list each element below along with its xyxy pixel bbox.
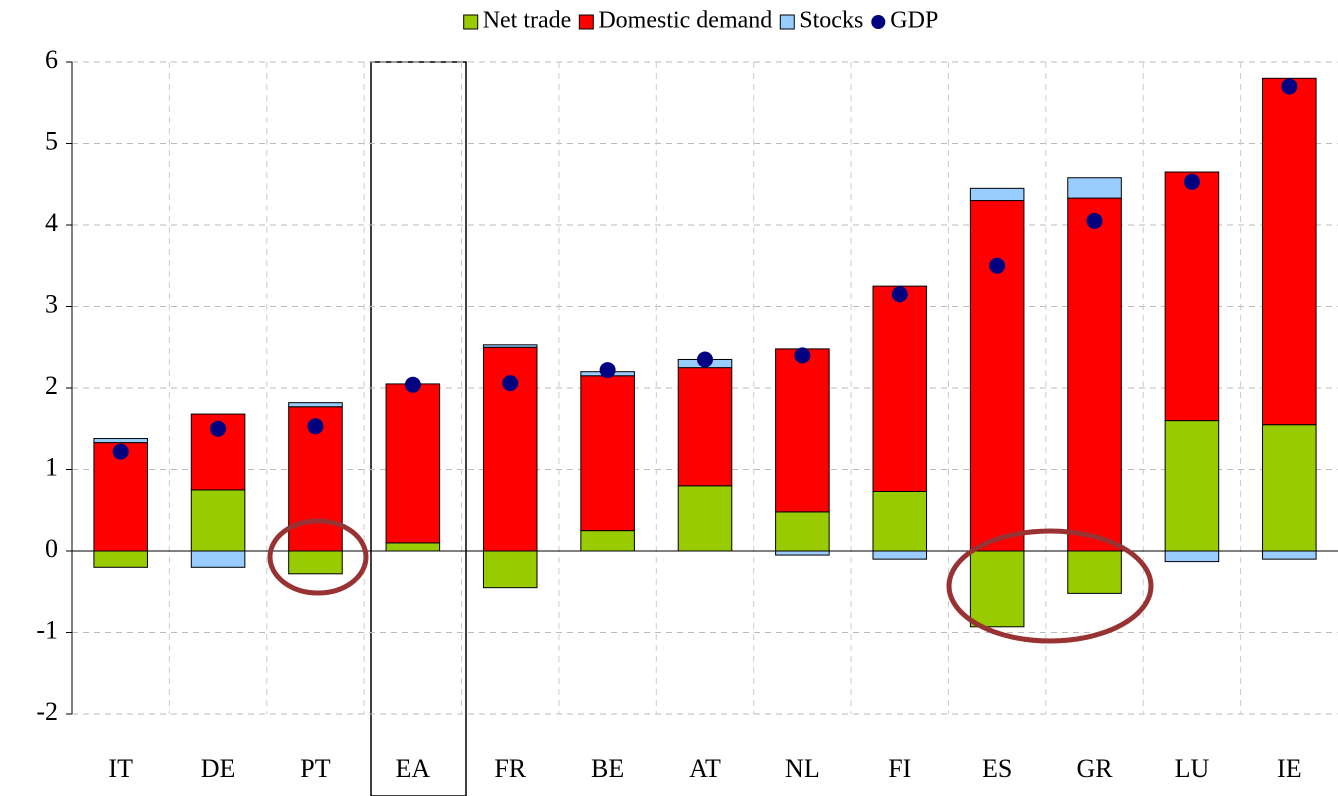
gdp-dot bbox=[1086, 212, 1103, 229]
gdp-dot bbox=[989, 257, 1006, 274]
bar-segment bbox=[385, 383, 441, 544]
gdp-dot bbox=[697, 351, 713, 368]
legend-marker bbox=[779, 14, 795, 30]
y-tick-label: 1 bbox=[45, 452, 58, 481]
legend-label: Stocks bbox=[799, 8, 863, 34]
y-tick-label: 6 bbox=[45, 45, 58, 74]
gdp-dot bbox=[794, 347, 811, 364]
x-tick-label: IT bbox=[108, 754, 133, 783]
bar-segment bbox=[385, 542, 441, 552]
bar-segment bbox=[775, 511, 830, 552]
bar-segment bbox=[580, 375, 635, 532]
gdp-dot bbox=[112, 443, 129, 460]
bar-segment bbox=[93, 438, 148, 444]
y-tick-label: 5 bbox=[45, 126, 58, 155]
legend-marker bbox=[871, 15, 886, 29]
grid bbox=[72, 61, 1338, 715]
bar-segment bbox=[775, 550, 830, 556]
annotation-circle bbox=[267, 518, 369, 596]
x-tick-label: EA bbox=[396, 754, 431, 783]
bar-segment bbox=[872, 491, 928, 552]
bar-segment bbox=[190, 489, 246, 552]
bar-segment bbox=[1067, 177, 1122, 199]
legend-label: Net trade bbox=[483, 8, 572, 34]
bar-segment bbox=[1164, 550, 1220, 563]
legend: Net trade Domestic demand Stocks GDP bbox=[463, 8, 938, 34]
gdp-dot bbox=[1281, 78, 1298, 95]
x-tick-label: PT bbox=[300, 754, 330, 783]
gdp-dot bbox=[599, 362, 616, 379]
bar-segment bbox=[677, 367, 733, 487]
bar-segment bbox=[872, 550, 928, 560]
x-tick-label: NL bbox=[785, 754, 820, 783]
bar-segment bbox=[677, 485, 733, 552]
bar-segment bbox=[288, 550, 343, 575]
y-tick-label: 0 bbox=[45, 534, 58, 563]
y-tick-label: 4 bbox=[45, 208, 58, 237]
y-tick-label: 3 bbox=[45, 289, 58, 318]
bar-segment bbox=[969, 187, 1025, 202]
bar-segment bbox=[93, 442, 148, 552]
x-tick-label: ES bbox=[982, 754, 1012, 783]
bar-segment bbox=[1262, 424, 1317, 552]
bar-segment bbox=[775, 348, 830, 513]
bar-segment bbox=[580, 530, 635, 552]
bar-segment bbox=[969, 550, 1025, 628]
x-tick-label: FI bbox=[888, 754, 911, 783]
bar-segment bbox=[1067, 197, 1122, 552]
bar-segment bbox=[482, 550, 538, 589]
x-tick-label: AT bbox=[689, 754, 721, 783]
gdp-dot bbox=[404, 376, 421, 393]
x-tick-label: GR bbox=[1076, 754, 1113, 783]
bar-segment bbox=[93, 550, 148, 568]
bar-segment bbox=[482, 344, 538, 348]
bar-segment bbox=[969, 200, 1025, 552]
bar-segment bbox=[190, 550, 246, 568]
gdp-dot bbox=[307, 418, 324, 435]
y-tick-label: -2 bbox=[36, 697, 58, 726]
bar-segment bbox=[1262, 77, 1317, 426]
x-tick-label: FR bbox=[494, 754, 526, 783]
bar-segment bbox=[1262, 550, 1317, 560]
legend-label: Domestic demand bbox=[598, 8, 772, 34]
bar-segment bbox=[1164, 420, 1220, 552]
gdp-dot bbox=[210, 420, 227, 437]
bar-segment bbox=[1164, 171, 1220, 422]
x-tick-label: LU bbox=[1175, 754, 1210, 783]
bar-segment bbox=[288, 402, 343, 408]
y-tick-label: 2 bbox=[45, 371, 58, 400]
legend-marker bbox=[463, 14, 479, 30]
gdp-dot bbox=[1183, 173, 1200, 190]
x-tick-label: BE bbox=[591, 754, 624, 783]
x-tick-label: IE bbox=[1277, 754, 1302, 783]
x-tick-label: DE bbox=[201, 754, 236, 783]
bar-segment bbox=[872, 285, 928, 493]
gdp-dot bbox=[891, 286, 908, 303]
legend-label: GDP bbox=[890, 8, 938, 34]
bar-segment bbox=[1067, 550, 1122, 594]
y-tick-label: -1 bbox=[36, 615, 58, 644]
annotation-circle bbox=[946, 528, 1154, 644]
gdp-dot bbox=[502, 375, 519, 392]
legend-marker bbox=[578, 14, 594, 30]
